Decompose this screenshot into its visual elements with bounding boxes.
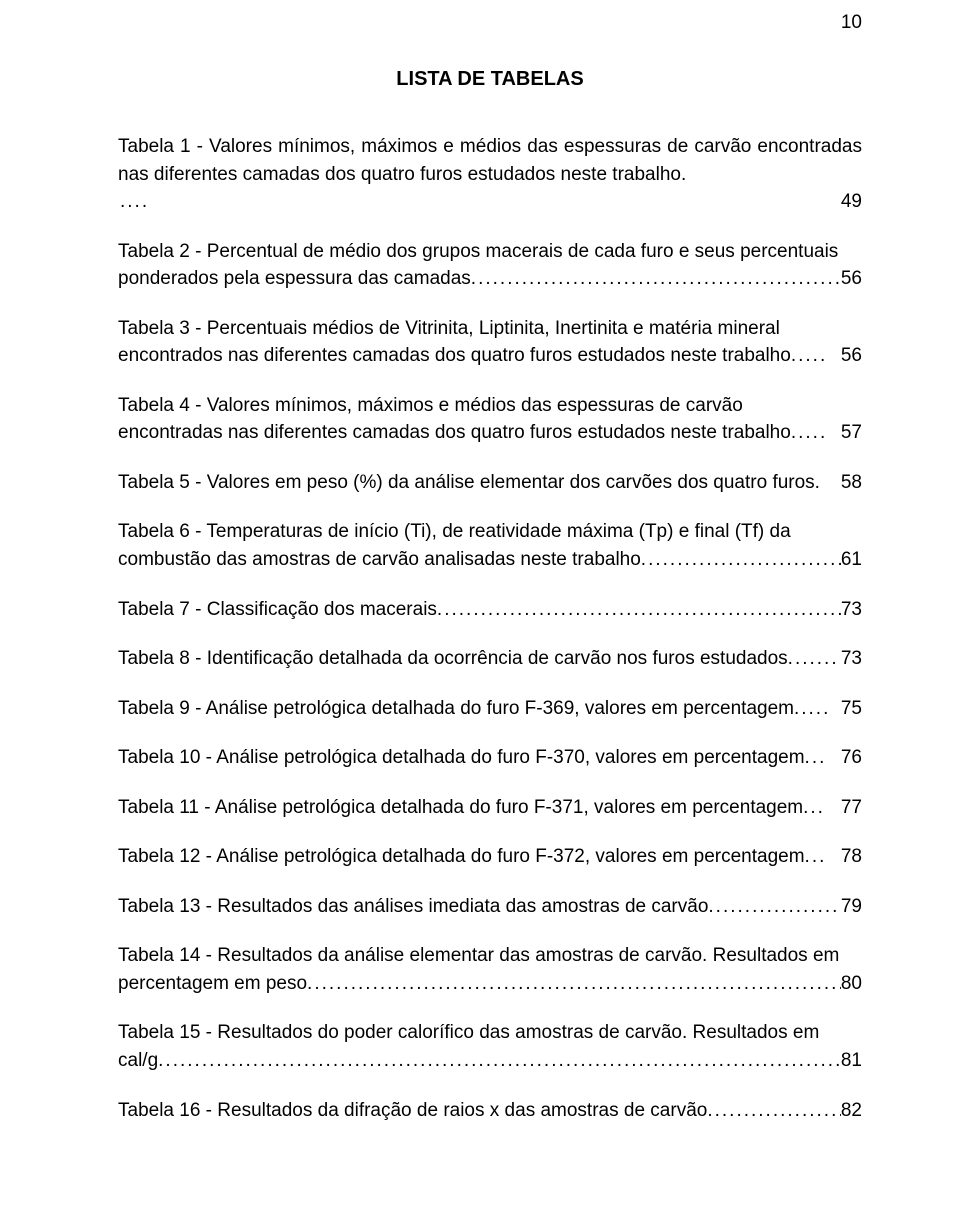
- toc-entry-text: Tabela 3 - Percentuais médios de Vitrini…: [118, 315, 862, 343]
- toc-entry: Tabela 9 - Análise petrológica detalhada…: [118, 695, 862, 723]
- toc-leader-dots: ..: [808, 794, 840, 822]
- toc-page-ref: 82: [841, 1097, 862, 1125]
- toc-entry-lastline: Tabela 5 - Valores em peso (%) da anális…: [118, 469, 820, 497]
- toc-entry-text: Tabela 1 - Valores mínimos, máximos e mé…: [118, 133, 862, 188]
- toc-leader-dots: ........................................…: [476, 265, 841, 293]
- toc-entry: Tabela 5 - Valores em peso (%) da anális…: [118, 469, 862, 497]
- toc-page-ref: 80: [841, 970, 862, 998]
- toc-leader-dots: ........................................…: [312, 970, 841, 998]
- toc-entry-lastline: percentagem em peso.: [118, 970, 312, 998]
- toc-entry: Tabela 13 - Resultados das análises imed…: [118, 893, 862, 921]
- toc-entry-lastline: Tabela 8 - Identificação detalhada da oc…: [118, 645, 793, 673]
- toc-entry: Tabela 12 - Análise petrológica detalhad…: [118, 843, 862, 871]
- toc-page-ref: 58: [841, 469, 862, 497]
- toc-page-ref: 79: [841, 893, 862, 921]
- toc-entry-lastline: cal/g.: [118, 1047, 163, 1075]
- toc-entry: Tabela 8 - Identificação detalhada da oc…: [118, 645, 862, 673]
- toc-entry: Tabela 7 - Classificação dos macerais...…: [118, 596, 862, 624]
- toc-entry-text: Tabela 2 - Percentual de médio dos grupo…: [118, 238, 862, 266]
- toc-entry: Tabela 2 - Percentual de médio dos grupo…: [118, 238, 862, 293]
- toc-page-ref: 73: [841, 645, 862, 673]
- toc-page-ref: 77: [841, 794, 862, 822]
- toc-page-ref: 56: [841, 342, 862, 370]
- toc-leader-dots: ..: [810, 843, 841, 871]
- toc-page-ref: 49: [841, 188, 862, 216]
- toc-leader-dots: .................................: [646, 546, 841, 574]
- toc-page-ref: 81: [841, 1047, 862, 1075]
- toc-entry-lastline: Tabela 16 - Resultados da difração de ra…: [118, 1097, 713, 1125]
- toc-page-ref: 78: [841, 843, 862, 871]
- toc-entry-text: Tabela 4 - Valores mínimos, máximos e mé…: [118, 392, 862, 420]
- toc-leader-dots: ..: [810, 744, 841, 772]
- toc-entry-lastline: Tabela 13 - Resultados das análises imed…: [118, 893, 714, 921]
- toc-page-ref: 56: [841, 265, 862, 293]
- toc-entry: Tabela 16 - Resultados da difração de ra…: [118, 1097, 862, 1125]
- toc-entry: Tabela 4 - Valores mínimos, máximos e mé…: [118, 392, 862, 447]
- toc-page-ref: 73: [841, 596, 862, 624]
- toc-entry-lastline: encontrados nas diferentes camadas dos q…: [118, 342, 796, 370]
- toc-leader-dots: ......: [793, 645, 841, 673]
- toc-entry-lastline: Tabela 9 - Análise petrológica detalhada…: [118, 695, 799, 723]
- toc-page-ref: 76: [841, 744, 862, 772]
- page-number: 10: [841, 12, 862, 34]
- toc-page-ref: 57: [841, 419, 862, 447]
- toc-entry-lastline: Tabela 12 - Análise petrológica detalhad…: [118, 843, 810, 871]
- toc-entry: Tabela 6 - Temperaturas de início (Ti), …: [118, 518, 862, 573]
- toc-page-ref: 61: [841, 546, 862, 574]
- toc-entry-lastline: encontradas nas diferentes camadas dos q…: [118, 419, 796, 447]
- toc-entry-text: Tabela 14 - Resultados da análise elemen…: [118, 942, 862, 970]
- toc-entry-text: Tabela 15 - Resultados do poder calorífi…: [118, 1019, 862, 1047]
- toc-entry: Tabela 15 - Resultados do poder calorífi…: [118, 1019, 862, 1074]
- toc-entries: Tabela 1 - Valores mínimos, máximos e mé…: [118, 133, 862, 1124]
- toc-entry: Tabela 3 - Percentuais médios de Vitrini…: [118, 315, 862, 370]
- toc-entry-lastline: ponderados pela espessura das camadas.: [118, 265, 476, 293]
- toc-leader-dots: ........................................…: [442, 596, 841, 624]
- toc-entry-lastline: Tabela 10 - Análise petrológica detalhad…: [118, 744, 810, 772]
- toc-entry: Tabela 1 - Valores mínimos, máximos e mé…: [118, 133, 862, 216]
- toc-leader-dots: ....................: [713, 1097, 841, 1125]
- toc-leader-dots: ....: [118, 188, 841, 216]
- toc-leader-dots: ....: [799, 695, 841, 723]
- toc-leader-dots: ........................................…: [163, 1047, 840, 1075]
- toc-entry: Tabela 10 - Análise petrológica detalhad…: [118, 744, 862, 772]
- toc-page-ref: 75: [841, 695, 862, 723]
- toc-entry-text: Tabela 6 - Temperaturas de início (Ti), …: [118, 518, 862, 546]
- toc-entry: Tabela 14 - Resultados da análise elemen…: [118, 942, 862, 997]
- toc-entry-lastline: combustão das amostras de carvão analisa…: [118, 546, 646, 574]
- toc-leader-dots: ....: [796, 342, 841, 370]
- toc-entry-lastline: Tabela 11 - Análise petrológica detalhad…: [118, 794, 808, 822]
- toc-entry: Tabela 11 - Análise petrológica detalhad…: [118, 794, 862, 822]
- toc-entry-lastline: Tabela 7 - Classificação dos macerais.: [118, 596, 442, 624]
- toc-leader-dots: ....: [796, 419, 841, 447]
- page-title: LISTA DE TABELAS: [118, 68, 862, 91]
- toc-leader-dots: ....................: [714, 893, 841, 921]
